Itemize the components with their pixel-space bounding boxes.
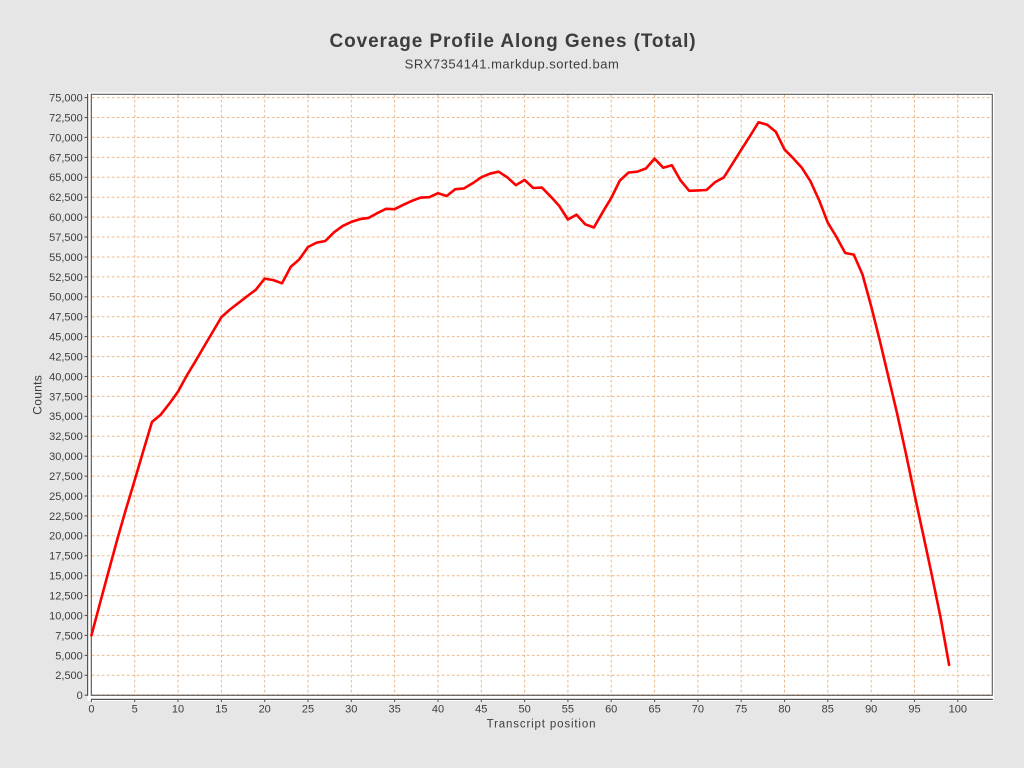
- svg-text:35,000: 35,000: [49, 411, 83, 423]
- svg-text:0: 0: [88, 704, 94, 716]
- svg-text:62,500: 62,500: [49, 192, 83, 204]
- svg-text:7,500: 7,500: [55, 630, 83, 642]
- svg-text:17,500: 17,500: [49, 551, 83, 563]
- svg-text:42,500: 42,500: [49, 352, 83, 364]
- svg-text:2,500: 2,500: [55, 670, 83, 682]
- svg-text:0: 0: [77, 690, 83, 702]
- svg-text:5,000: 5,000: [55, 650, 83, 662]
- svg-text:SRX7354141.markdup.sorted.bam: SRX7354141.markdup.sorted.bam: [405, 57, 620, 72]
- svg-text:85: 85: [822, 704, 834, 716]
- svg-text:22,500: 22,500: [49, 511, 83, 523]
- svg-text:55: 55: [562, 704, 574, 716]
- svg-text:Counts: Counts: [31, 375, 45, 415]
- svg-text:55,000: 55,000: [49, 252, 83, 264]
- svg-text:95: 95: [908, 704, 920, 716]
- svg-text:72,500: 72,500: [49, 112, 83, 124]
- svg-text:52,500: 52,500: [49, 272, 83, 284]
- svg-text:30: 30: [345, 704, 357, 716]
- svg-text:70: 70: [692, 704, 704, 716]
- svg-text:65,000: 65,000: [49, 172, 83, 184]
- svg-text:40: 40: [432, 704, 444, 716]
- svg-text:35: 35: [388, 704, 400, 716]
- svg-text:80: 80: [778, 704, 790, 716]
- svg-text:Coverage Profile Along Genes (: Coverage Profile Along Genes (Total): [329, 31, 696, 52]
- svg-text:37,500: 37,500: [49, 391, 83, 403]
- svg-text:10,000: 10,000: [49, 610, 83, 622]
- svg-text:75,000: 75,000: [49, 93, 83, 105]
- svg-text:50: 50: [518, 704, 530, 716]
- svg-text:45: 45: [475, 704, 487, 716]
- svg-text:67,500: 67,500: [49, 152, 83, 164]
- svg-text:20: 20: [259, 704, 271, 716]
- svg-text:50,000: 50,000: [49, 292, 83, 304]
- svg-text:25,000: 25,000: [49, 491, 83, 503]
- svg-text:5: 5: [132, 704, 138, 716]
- svg-text:60,000: 60,000: [49, 212, 83, 224]
- svg-text:40,000: 40,000: [49, 371, 83, 383]
- svg-text:15: 15: [215, 704, 227, 716]
- svg-text:20,000: 20,000: [49, 531, 83, 543]
- svg-text:47,500: 47,500: [49, 312, 83, 324]
- svg-text:57,500: 57,500: [49, 232, 83, 244]
- svg-text:27,500: 27,500: [49, 471, 83, 483]
- svg-text:65: 65: [648, 704, 660, 716]
- svg-text:70,000: 70,000: [49, 132, 83, 144]
- svg-text:45,000: 45,000: [49, 332, 83, 344]
- svg-text:75: 75: [735, 704, 747, 716]
- svg-text:15,000: 15,000: [49, 571, 83, 583]
- svg-text:32,500: 32,500: [49, 431, 83, 443]
- svg-text:10: 10: [172, 704, 184, 716]
- svg-text:100: 100: [949, 704, 967, 716]
- svg-text:Transcript position: Transcript position: [487, 718, 597, 730]
- svg-text:12,500: 12,500: [49, 591, 83, 603]
- svg-text:30,000: 30,000: [49, 451, 83, 463]
- svg-text:90: 90: [865, 704, 877, 716]
- svg-text:60: 60: [605, 704, 617, 716]
- svg-text:25: 25: [302, 704, 314, 716]
